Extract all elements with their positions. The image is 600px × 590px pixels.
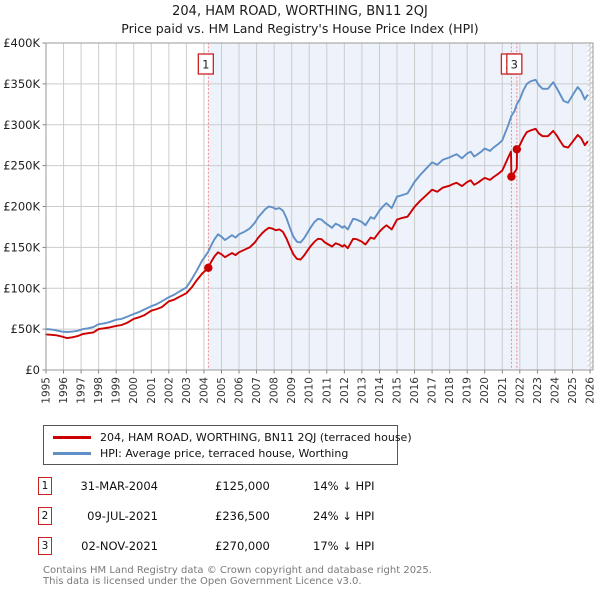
table-row: 2 09-JUL-2021 £236,500 24% ↓ HPI [38, 501, 600, 531]
sale-price: £125,000 [215, 479, 270, 493]
svg-text:2026: 2026 [585, 377, 597, 404]
svg-text:£350K: £350K [3, 77, 40, 91]
svg-text:1: 1 [202, 58, 209, 72]
footer-line2: This data is licensed under the Open Gov… [43, 576, 362, 587]
svg-text:2010: 2010 [304, 377, 316, 404]
svg-text:£100K: £100K [3, 281, 40, 295]
svg-text:£150K: £150K [3, 240, 40, 254]
svg-text:2005: 2005 [216, 377, 228, 404]
legend-swatch-hpi [53, 451, 91, 455]
sale-vs-hpi: 17% ↓ HPI [313, 539, 375, 553]
svg-text:£250K: £250K [3, 159, 40, 173]
sale-price: £270,000 [215, 539, 270, 553]
legend-label-hpi: HPI: Average price, terraced house, Wort… [100, 446, 349, 460]
svg-text:£0: £0 [25, 363, 40, 377]
sale-number-badge: 3 [38, 537, 52, 555]
svg-text:2015: 2015 [391, 377, 403, 404]
svg-text:2014: 2014 [374, 377, 386, 404]
svg-text:2009: 2009 [286, 377, 298, 404]
svg-text:2012: 2012 [339, 377, 351, 404]
sale-price: £236,500 [215, 509, 270, 523]
sales-table: 1 31-MAR-2004 £125,000 14% ↓ HPI 2 09-JU… [38, 471, 600, 561]
svg-text:2006: 2006 [234, 377, 246, 404]
svg-text:£50K: £50K [11, 322, 41, 336]
svg-text:2023: 2023 [532, 377, 544, 404]
sale-date: 09-JUL-2021 [87, 509, 158, 523]
sale-number-badge: 1 [38, 477, 52, 495]
chart-header: 204, HAM ROAD, WORTHING, BN11 2QJ Price … [0, 0, 600, 37]
legend-label-property: 204, HAM ROAD, WORTHING, BN11 2QJ (terra… [100, 430, 412, 444]
legend-item-hpi: HPI: Average price, terraced house, Wort… [44, 445, 397, 461]
svg-text:2021: 2021 [497, 377, 509, 404]
svg-text:1996: 1996 [58, 377, 70, 404]
svg-text:2016: 2016 [409, 377, 421, 404]
svg-text:2013: 2013 [356, 377, 368, 404]
svg-text:1998: 1998 [93, 377, 105, 404]
sale-number-badge: 2 [38, 507, 52, 525]
svg-text:2000: 2000 [128, 377, 140, 404]
svg-text:2024: 2024 [549, 377, 561, 404]
svg-text:2019: 2019 [462, 377, 474, 404]
page-title: 204, HAM ROAD, WORTHING, BN11 2QJ [172, 4, 428, 19]
license-footer: Contains HM Land Registry data © Crown c… [43, 565, 600, 587]
svg-text:3: 3 [511, 58, 518, 72]
page-subtitle: Price paid vs. HM Land Registry's House … [121, 21, 479, 36]
svg-text:£400K: £400K [3, 37, 40, 50]
svg-text:£200K: £200K [3, 200, 40, 214]
legend: 204, HAM ROAD, WORTHING, BN11 2QJ (terra… [43, 425, 412, 465]
table-row: 1 31-MAR-2004 £125,000 14% ↓ HPI [38, 471, 600, 501]
svg-text:1997: 1997 [76, 377, 88, 404]
svg-text:2004: 2004 [198, 377, 210, 404]
footer-line1: Contains HM Land Registry data © Crown c… [43, 565, 432, 576]
svg-text:£300K: £300K [3, 118, 40, 132]
svg-text:2007: 2007 [251, 377, 263, 404]
svg-text:2011: 2011 [321, 377, 333, 404]
svg-text:2018: 2018 [444, 377, 456, 404]
svg-text:2025: 2025 [567, 377, 579, 404]
sale-vs-hpi: 24% ↓ HPI [313, 509, 375, 523]
svg-text:2002: 2002 [163, 377, 175, 404]
legend-swatch-property [53, 435, 91, 439]
svg-text:2022: 2022 [514, 377, 526, 404]
sale-vs-hpi: 14% ↓ HPI [313, 479, 375, 493]
svg-text:2008: 2008 [269, 377, 281, 404]
sale-date: 31-MAR-2004 [80, 479, 158, 493]
svg-text:1999: 1999 [111, 377, 123, 404]
svg-text:2001: 2001 [146, 377, 158, 404]
svg-text:1995: 1995 [41, 377, 53, 404]
sale-date: 02-NOV-2021 [81, 539, 158, 553]
svg-text:2003: 2003 [181, 377, 193, 404]
table-row: 3 02-NOV-2021 £270,000 17% ↓ HPI [38, 531, 600, 561]
svg-text:2017: 2017 [427, 377, 439, 404]
price-history-chart: 1995 1996 1997 1998 1999 2000 2001 2002 2003 2004… [3, 37, 597, 404]
svg-text:2020: 2020 [479, 377, 491, 404]
legend-item-property: 204, HAM ROAD, WORTHING, BN11 2QJ (terra… [44, 429, 412, 445]
